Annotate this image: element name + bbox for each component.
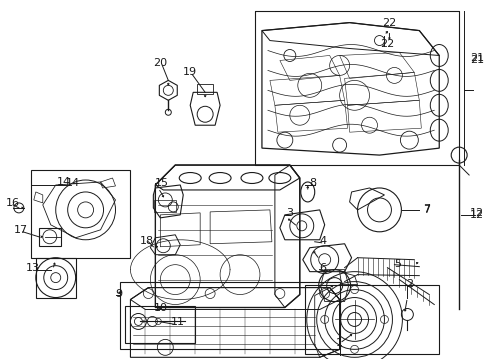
Text: 7: 7 <box>423 204 430 214</box>
Bar <box>255 11 459 165</box>
Bar <box>305 285 439 354</box>
Bar <box>121 282 340 349</box>
Text: 21: 21 <box>470 54 484 63</box>
Text: 2: 2 <box>406 279 413 289</box>
Text: 22: 22 <box>380 39 394 49</box>
Text: 7: 7 <box>423 205 430 215</box>
Text: 3: 3 <box>286 208 294 218</box>
Text: 14: 14 <box>66 178 80 188</box>
Text: 8: 8 <box>309 178 317 188</box>
Text: 4: 4 <box>319 236 326 246</box>
Bar <box>125 306 195 343</box>
Text: 16: 16 <box>6 198 20 208</box>
Text: 6: 6 <box>319 263 326 273</box>
Bar <box>39 228 61 246</box>
Text: 18: 18 <box>140 236 154 246</box>
Text: 1: 1 <box>336 338 343 348</box>
Text: 9: 9 <box>115 289 122 298</box>
Text: 14: 14 <box>57 177 71 187</box>
Text: 21: 21 <box>470 55 484 66</box>
Text: 19: 19 <box>183 67 197 77</box>
Text: 17: 17 <box>14 225 28 235</box>
Text: 20: 20 <box>153 58 168 68</box>
Text: 10: 10 <box>154 302 169 312</box>
Text: 22: 22 <box>382 18 396 28</box>
Text: 12: 12 <box>470 210 484 220</box>
Text: 13: 13 <box>26 263 40 273</box>
Bar <box>154 200 176 212</box>
Bar <box>31 170 130 258</box>
Bar <box>197 84 213 94</box>
Text: 5: 5 <box>394 259 401 269</box>
Bar <box>36 258 75 298</box>
Text: 11: 11 <box>172 318 185 328</box>
Text: 12: 12 <box>470 208 484 218</box>
Text: 15: 15 <box>155 178 170 188</box>
